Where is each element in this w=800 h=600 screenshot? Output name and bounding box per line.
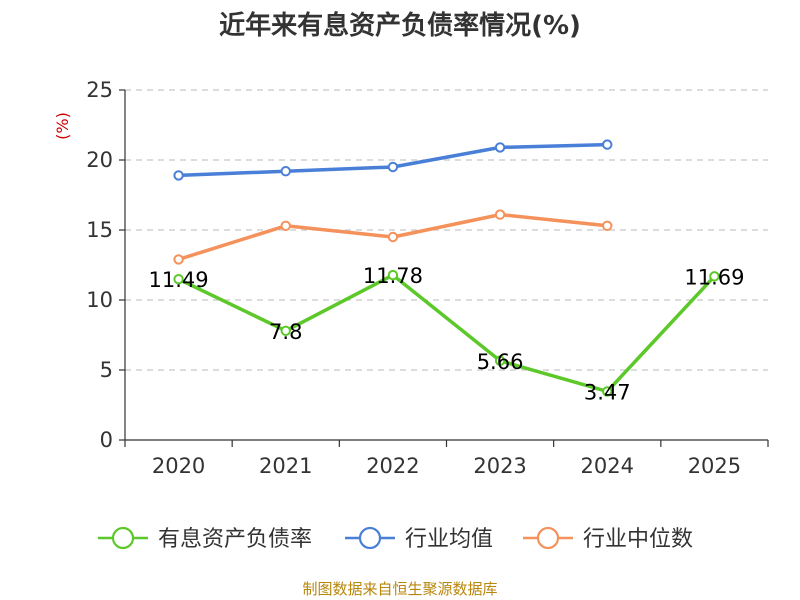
legend-item-label[interactable]: 行业均值 [405, 527, 493, 552]
data-point[interactable] [387, 269, 399, 281]
data-label: 5.66 [477, 350, 524, 374]
data-labels: 11.49 7.8 11.78 5.66 3.47 11.69 [149, 264, 745, 404]
source-note: 制图数据来自恒生聚源数据库 [302, 580, 497, 598]
data-point[interactable] [173, 254, 184, 265]
data-point[interactable] [173, 170, 184, 181]
data-label: 3.47 [584, 380, 631, 404]
data-point[interactable] [602, 220, 613, 232]
legend-item-label[interactable]: 行业中位数 [583, 527, 693, 552]
y-tick-label: 20 [86, 148, 113, 172]
legend-item-label[interactable]: 有息资产负债率 [158, 527, 312, 552]
data-label: 7.8 [269, 320, 302, 344]
data-label: 11.49 [149, 268, 209, 292]
legend-swatch-marker [111, 526, 135, 550]
y-tick-label: 5 [100, 358, 113, 382]
gridlines [125, 89, 768, 371]
legend-swatch-marker [536, 526, 560, 550]
chart-title: 近年来有息资产负债率情况(%) [219, 10, 581, 41]
y-tick-label: 25 [86, 78, 113, 102]
series-lines [173, 139, 720, 397]
x-tick-label: 2024 [581, 454, 634, 478]
data-point[interactable] [709, 271, 720, 282]
series-line-0 [177, 273, 716, 394]
data-point[interactable] [494, 355, 506, 366]
y-axis-unit: (%) [53, 112, 72, 140]
y-tick-label: 15 [86, 218, 113, 242]
data-point[interactable] [280, 325, 291, 336]
data-point[interactable] [602, 386, 613, 397]
y-tick-label: 0 [100, 428, 113, 452]
data-label: 11.78 [363, 264, 423, 288]
x-tick-label: 2020 [152, 454, 205, 478]
data-point[interactable] [494, 142, 506, 153]
x-tick-label: 2025 [688, 454, 741, 478]
legend-swatch-marker [358, 526, 382, 550]
data-point[interactable] [387, 231, 399, 243]
x-tick-label: 2021 [259, 454, 312, 478]
legend: 有息资产负债率 行业均值 行业中位数 [98, 526, 693, 552]
data-point[interactable] [280, 220, 291, 232]
data-point[interactable] [494, 209, 506, 220]
data-point[interactable] [387, 161, 399, 173]
y-tick-label: 10 [86, 288, 113, 312]
x-tick-label: 2023 [473, 454, 526, 478]
data-point[interactable] [173, 273, 184, 285]
data-point[interactable] [280, 166, 291, 177]
data-point[interactable] [602, 139, 613, 150]
x-tick-label: 2022 [366, 454, 419, 478]
data-label: 11.69 [684, 265, 744, 289]
